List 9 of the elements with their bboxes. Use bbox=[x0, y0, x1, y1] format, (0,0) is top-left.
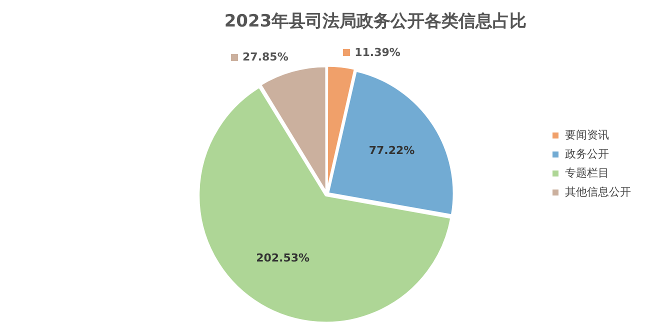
data-label: 27.85% bbox=[242, 50, 288, 64]
legend-label: 专题栏目 bbox=[565, 166, 609, 180]
data-label: 11.39% bbox=[354, 46, 400, 60]
data-label: 202.53% bbox=[256, 252, 310, 265]
legend-label: 要闻资讯 bbox=[565, 128, 609, 142]
chart-title: 2023年县司法局政务公开各类信息占比 bbox=[224, 12, 527, 32]
legend-label: 政务公开 bbox=[565, 147, 609, 160]
data-label: 77.22% bbox=[368, 144, 415, 157]
legend-label: 其他信息公开 bbox=[565, 185, 631, 198]
